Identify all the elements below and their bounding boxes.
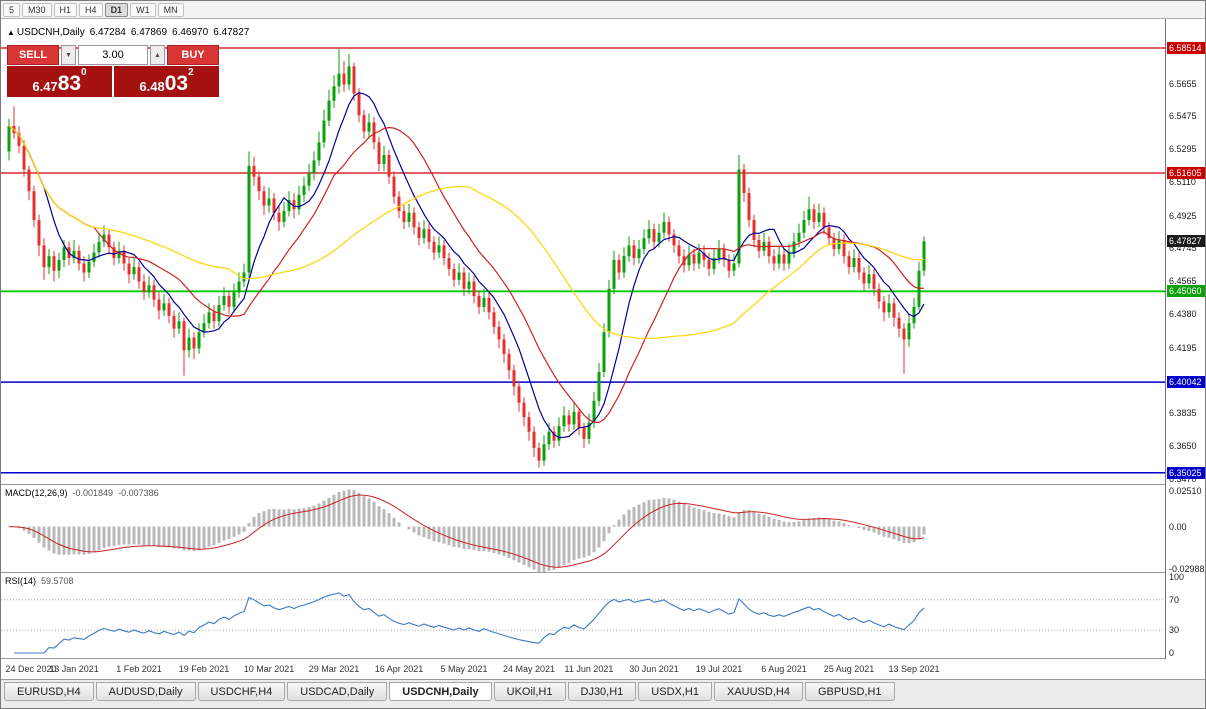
ohlc-high: 6.47869 (130, 27, 168, 38)
date-axis-label: 1 Feb 2021 (116, 664, 162, 674)
price-axis-tick: 6.5295 (1169, 143, 1197, 154)
price-axis-tick: 6.3835 (1169, 407, 1197, 418)
chart-symbol-title: USDCNH,Daily (16, 27, 85, 38)
date-axis-label: 5 May 2021 (440, 664, 488, 674)
macd-indicator-label: MACD(12,26,9) -0.001849 -0.007386 (5, 488, 159, 498)
date-axis-label: 6 Aug 2021 (761, 664, 807, 674)
time-scale[interactable]: 24 Dec 2020 13 Jan 2021 1 Feb 2021 19 Feb 2… (1, 659, 1165, 679)
macd-scale-label: 0.02510 (1169, 485, 1202, 496)
period-button-h4[interactable]: H4 (79, 2, 103, 17)
sell-price-prefix: 6.47 (32, 79, 58, 94)
sell-price-pips: 83 (57, 72, 82, 95)
panel-separator[interactable] (1, 572, 1205, 573)
panel-separator (1, 658, 1205, 659)
rsi-scale-label: 30 (1169, 625, 1180, 636)
period-button-5[interactable]: 5 (3, 2, 21, 17)
date-axis-label: 19 Feb 2021 (178, 664, 230, 674)
date-axis-label: 19 Jul 2021 (695, 664, 743, 674)
date-axis-label: 24 May 2021 (502, 664, 556, 674)
price-level-tag: 6.47827 (1167, 235, 1205, 248)
tab-usdcad-daily[interactable]: USDCAD,Daily (287, 682, 388, 701)
buy-price-display[interactable]: 6.48 03 2 (114, 66, 219, 97)
price-level-tag: 6.40042 (1167, 376, 1205, 389)
date-axis-label: 10 Mar 2021 (243, 664, 295, 674)
tab-xauusd-h4[interactable]: XAUUSD,H4 (713, 682, 803, 701)
period-button-m30[interactable]: M30 (22, 2, 52, 17)
buy-price-prefix: 6.48 (139, 79, 165, 94)
price-axis-tick: 6.4745 (1169, 243, 1197, 254)
price-scale[interactable]: 6.5655 6.5475 6.5295 6.5110 6.4925 6.4745 6.45… (1165, 19, 1205, 659)
date-axis-label: 11 Jun 2021 (564, 664, 614, 674)
rsi-chart-canvas[interactable] (1, 573, 1165, 658)
date-axis-label: 25 Aug 2021 (823, 664, 875, 674)
date-axis-label: 24 Dec 2020 (5, 664, 57, 674)
price-level-tag: 6.51605 (1167, 167, 1205, 179)
price-axis-tick: 6.3650 (1169, 441, 1197, 452)
ohlc-low: 6.46970 (172, 27, 209, 38)
price-axis-tick: 6.4380 (1169, 309, 1197, 320)
tab-ukoil-h1[interactable]: UKOil,H1 (493, 682, 566, 701)
buy-price-point: 2 (188, 67, 194, 78)
rsi-scale-label: 0 (1169, 648, 1175, 658)
sell-price-display[interactable]: 6.47 83 0 (7, 66, 112, 97)
macd-scale-label: 0.00 (1169, 521, 1187, 532)
rsi-scale-label: 70 (1169, 594, 1180, 605)
macd-title: MACD(12,26,9) (5, 488, 68, 498)
tab-dj30-h1[interactable]: DJ30,H1 (567, 682, 637, 701)
price-axis-tick: 6.5655 (1169, 78, 1197, 89)
price-level-tag: 6.58514 (1167, 42, 1205, 54)
period-button-h1[interactable]: H1 (53, 2, 78, 17)
buy-price-pips: 03 (164, 72, 189, 95)
rsi-value: 59.5708 (41, 576, 74, 586)
date-axis-label: 30 Jun 2021 (629, 664, 679, 674)
price-axis-tick: 6.4195 (1169, 342, 1197, 353)
chart-symbol-header: ▲ USDCNH,Daily 6.47284 6.47869 6.46970 6.4782… (7, 27, 254, 38)
macd-chart-canvas[interactable] (1, 485, 1165, 572)
price-level-tag: 6.45060 (1167, 285, 1205, 298)
volume-spinner-icon[interactable]: ▲ (150, 45, 165, 65)
ohlc-open: 6.47284 (89, 27, 126, 38)
sell-price-point: 0 (81, 67, 87, 78)
ohlc-close: 6.47827 (213, 27, 250, 38)
price-axis-tick: 6.4565 (1169, 275, 1197, 286)
trade-panel-collapse-icon[interactable]: ▲ (7, 28, 15, 37)
one-click-trading-panel: SELL ▼ 3.00 ▲ BUY 6.47 83 0 6.48 03 2 (7, 45, 219, 97)
tab-usdchf-h4[interactable]: USDCHF,H4 (197, 682, 286, 701)
volume-dropdown-icon[interactable]: ▼ (61, 45, 76, 65)
tab-audusd-daily[interactable]: AUDUSD,Daily (95, 682, 196, 701)
macd-main-value: -0.001849 (72, 488, 114, 498)
period-button-d1[interactable]: D1 (104, 2, 129, 17)
date-axis-label: 29 Mar 2021 (308, 664, 360, 674)
macd-signal-value: -0.007386 (118, 488, 159, 498)
period-button-w1[interactable]: W1 (130, 2, 156, 17)
tab-eurusd-h4[interactable]: EURUSD,H4 (4, 682, 94, 701)
date-axis-label: 13 Sep 2021 (888, 664, 940, 674)
macd-scale-label: -0.02988 (1169, 563, 1205, 574)
date-axis-label: 13 Jan 2021 (49, 664, 99, 674)
price-axis-tick: 6.5475 (1169, 111, 1197, 122)
rsi-indicator-label: RSI(14) 59.5708 (5, 576, 74, 586)
price-level-tag: 6.35025 (1167, 466, 1205, 479)
tab-usdx-h1[interactable]: USDX,H1 (638, 682, 712, 701)
tab-usdcnh-daily[interactable]: USDCNH,Daily (389, 682, 492, 701)
price-chart-canvas[interactable] (1, 19, 1165, 484)
chart-tab-bar: EURUSD,H4 AUDUSD,Daily USDCHF,H4 USDCAD,Dai… (1, 679, 1205, 708)
sell-button[interactable]: SELL (7, 45, 59, 65)
price-axis-tick: 6.5110 (1169, 177, 1196, 188)
price-axis-tick: 6.4925 (1169, 210, 1197, 221)
chart-region[interactable]: ▲ USDCNH,Daily 6.47284 6.47869 6.46970 6.4782… (1, 19, 1205, 679)
rsi-title: RSI(14) (5, 576, 37, 586)
period-button-mn[interactable]: MN (157, 2, 184, 17)
timeframe-toolbar: 5 M30 H1 H4 D1 W1 MN (1, 1, 1205, 19)
volume-input[interactable]: 3.00 (78, 45, 148, 65)
buy-button[interactable]: BUY (167, 45, 219, 65)
panel-separator[interactable] (1, 484, 1205, 485)
tab-gbpusd-h1[interactable]: GBPUSD,H1 (804, 682, 895, 701)
rsi-scale-label: 100 (1169, 572, 1185, 582)
date-axis-label: 16 Apr 2021 (374, 664, 424, 674)
